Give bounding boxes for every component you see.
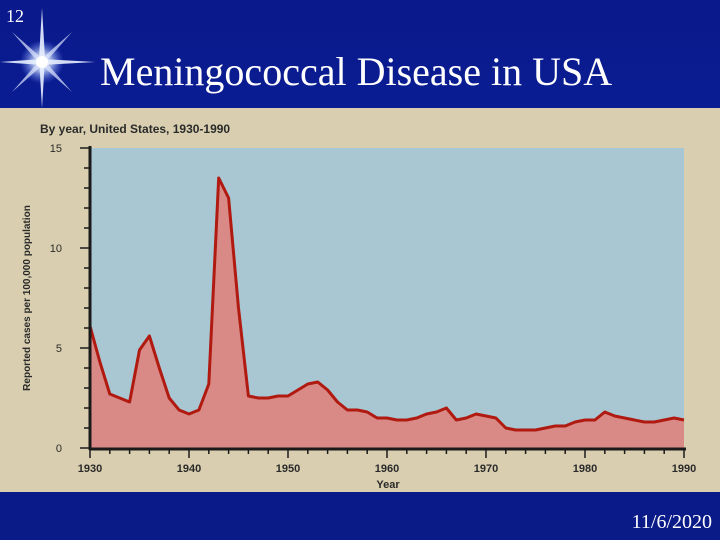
slide-title: Meningococcal Disease in USA [100,49,613,94]
y-axis-label: Reported cases per 100,000 population [22,205,33,391]
x-tick-label: 1940 [177,463,201,475]
series-area [90,178,684,448]
x-axis-label: Year [376,479,400,491]
slide-date: 11/6/2020 [631,511,712,533]
star-burst-icon [0,8,95,108]
x-tick-label: 1990 [672,463,696,475]
chart-title: By year, United States, 1930-1990 [40,122,230,136]
y-tick-label: 10 [50,243,62,255]
x-tick-label: 1960 [375,463,399,475]
x-tick-label: 1980 [573,463,597,475]
x-tick-label: 1950 [276,463,300,475]
y-tick-label: 0 [56,443,62,455]
x-tick-label: 1930 [78,463,102,475]
series-line [88,176,685,432]
x-tick-label: 1970 [474,463,498,475]
chart: By year, United States, 1930-1990 0 5 10 15… [0,108,720,492]
y-tick-label: 5 [56,343,62,355]
plot-background [90,148,684,448]
y-tick-label: 15 [50,143,62,155]
slide-number: 12 [6,6,24,26]
chart-photo: By year, United States, 1930-1990 0 5 10 15… [0,108,720,492]
